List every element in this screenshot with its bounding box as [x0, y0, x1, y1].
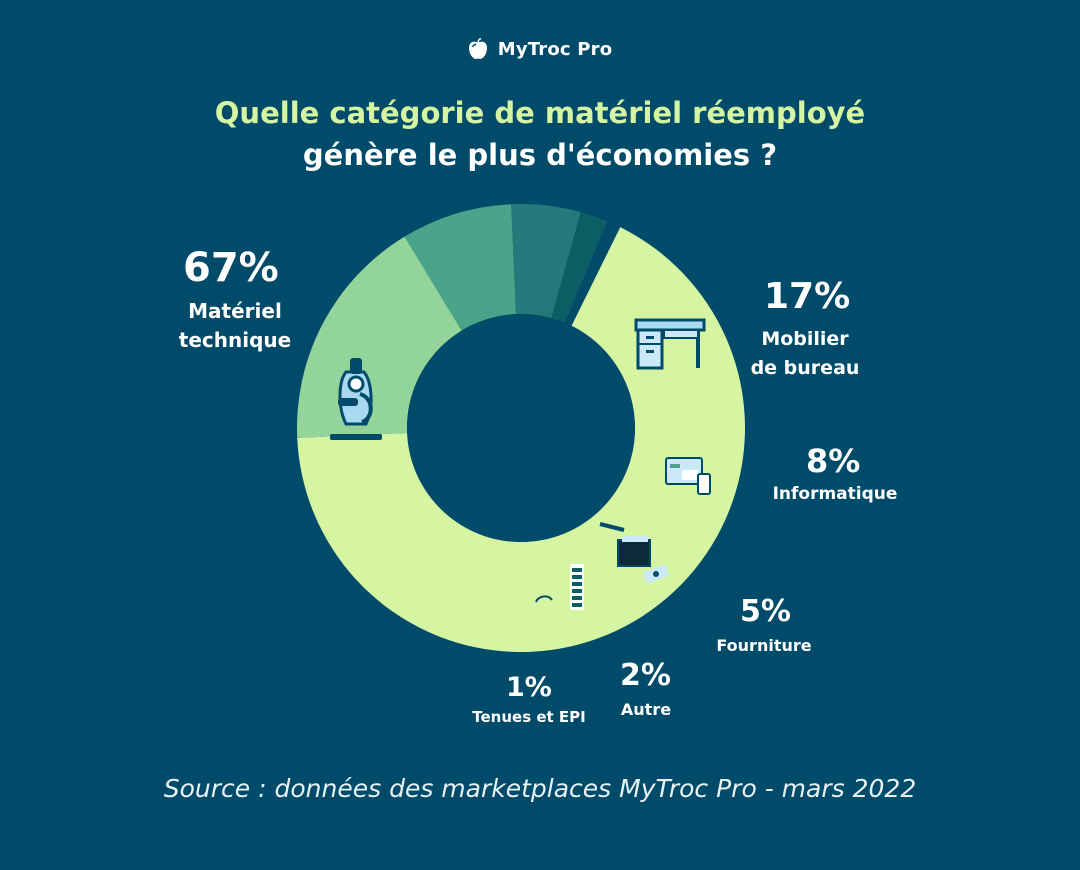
data-label-fourniture: 5% — [740, 594, 791, 629]
apple-logo-icon — [468, 38, 487, 59]
battery-icon — [570, 564, 584, 610]
slice-4 — [511, 204, 581, 319]
computer-tools-icon — [652, 442, 711, 495]
category-label-materiel-technique: Matériel technique — [178, 299, 292, 352]
microscope-icon — [330, 358, 382, 440]
data-label-autre: 2% — [620, 658, 671, 693]
category-label-fourniture: Fourniture — [716, 636, 812, 655]
title-line-2: génère le plus d'économies ? — [302, 138, 778, 172]
category-label-informatique: Informatique — [772, 484, 898, 504]
desk-icon — [634, 318, 706, 370]
brand-name: MyTroc Pro — [497, 38, 613, 60]
title-line-1: Quelle catégorie de matériel réemployé — [214, 96, 866, 130]
slice-3 — [404, 204, 516, 331]
helmet-icon — [532, 592, 556, 606]
category-label-mobilier: Mobilier de bureau — [750, 328, 860, 379]
slice-6 — [564, 221, 621, 326]
brand: MyTroc Pro — [0, 38, 1080, 60]
category-label-tenues: Tenues et EPI — [472, 708, 586, 726]
data-label-informatique: 8% — [806, 442, 861, 480]
category-label-autre: Autre — [620, 700, 672, 719]
slice-2 — [297, 236, 462, 438]
source-note: Source : données des marketplaces MyTroc… — [163, 774, 917, 803]
donut-hole — [407, 314, 635, 542]
chart-title: Quelle catégorie de matériel réemployé g… — [0, 92, 1080, 176]
data-label-materiel-technique: 67% — [183, 245, 279, 291]
data-label-mobilier: 17% — [764, 276, 851, 317]
slice-5 — [551, 212, 608, 323]
office-supplies-icon — [599, 522, 669, 583]
data-label-tenues: 1% — [506, 672, 552, 703]
